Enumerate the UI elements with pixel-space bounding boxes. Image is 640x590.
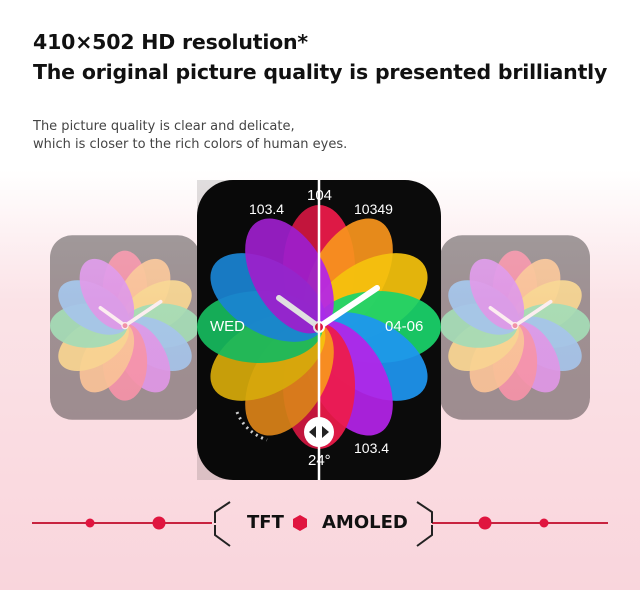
petal bbox=[492, 323, 538, 401]
watch-date: 04-06 bbox=[385, 318, 424, 335]
minute-hand bbox=[123, 299, 163, 328]
watch-day: WED bbox=[210, 318, 245, 335]
watch-bottom-right-value: 103.4 bbox=[354, 440, 390, 456]
petal bbox=[102, 323, 148, 401]
petal bbox=[505, 321, 561, 393]
hour-hand bbox=[488, 305, 517, 328]
minute-hand bbox=[316, 285, 380, 330]
petal bbox=[122, 303, 200, 348]
petal bbox=[448, 316, 519, 372]
petal bbox=[469, 258, 525, 330]
petal bbox=[505, 258, 561, 330]
petal bbox=[245, 218, 334, 334]
main-watch bbox=[197, 180, 441, 480]
petal bbox=[115, 321, 171, 393]
petal bbox=[512, 303, 590, 348]
petal bbox=[58, 316, 129, 372]
description-line-1: The picture quality is clear and delicat… bbox=[33, 119, 295, 134]
left-bracket bbox=[214, 501, 231, 547]
petal bbox=[511, 316, 582, 372]
petal bbox=[79, 258, 135, 330]
watch-screen bbox=[440, 235, 590, 420]
minute-hand bbox=[513, 299, 553, 328]
petal bbox=[121, 280, 192, 335]
watch-temperature: 24° bbox=[308, 452, 331, 469]
watch-screen bbox=[50, 235, 200, 420]
headline-resolution: 410×502 HD resolution* bbox=[33, 30, 308, 54]
side-watch-right bbox=[440, 235, 590, 420]
petal bbox=[58, 280, 129, 335]
petal bbox=[448, 280, 519, 335]
right-bracket bbox=[416, 501, 433, 547]
petal bbox=[440, 303, 518, 348]
side-watch-left bbox=[50, 235, 200, 420]
watch-steps-value: 10349 bbox=[354, 201, 393, 217]
headline-quality: The original picture quality is presente… bbox=[33, 60, 608, 84]
hour-hand bbox=[98, 305, 127, 328]
petal bbox=[115, 258, 171, 330]
amoled-label: AMOLED bbox=[322, 512, 408, 533]
petal bbox=[121, 316, 192, 372]
description-line-2: which is closer to the rich colors of hu… bbox=[33, 137, 348, 152]
hour-hand bbox=[276, 295, 322, 330]
petal bbox=[102, 250, 148, 329]
separator-hexagon-icon bbox=[293, 515, 307, 531]
petal bbox=[511, 280, 582, 335]
comparison-bar bbox=[32, 501, 608, 547]
petal bbox=[469, 321, 525, 393]
tft-label: TFT bbox=[247, 512, 284, 533]
petal bbox=[79, 321, 135, 393]
petal bbox=[492, 250, 538, 329]
petal bbox=[50, 303, 128, 348]
compare-slider-icon[interactable] bbox=[304, 417, 334, 447]
watch-top-value: 104 bbox=[307, 187, 333, 204]
watch-top-left-value: 103.4 bbox=[249, 201, 285, 217]
